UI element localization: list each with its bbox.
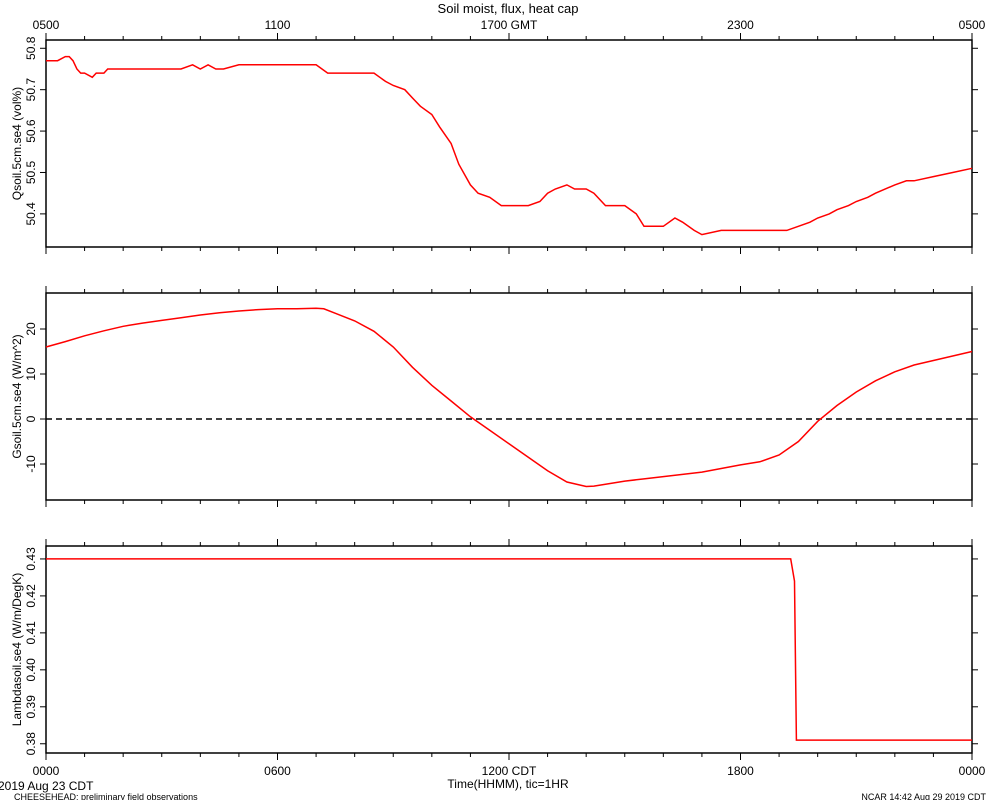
y-axis-label: Lambdasoil.se4 (W/m/DegK)	[10, 573, 24, 726]
y-tick-label: 0.40	[24, 658, 38, 682]
y-tick-label: 0.41	[24, 621, 38, 645]
bottom-tick-label: 1200 CDT	[482, 764, 537, 778]
top-tick-label: 1100	[265, 18, 291, 32]
top-tick-label: 0500	[33, 18, 60, 32]
footer-credit: NCAR 14:42 Aug 29 2019 CDT	[861, 792, 986, 800]
y-tick-label: 50.5	[24, 160, 38, 184]
plot-frame	[45, 292, 973, 501]
top-tick-label: 0500	[959, 18, 986, 32]
y-tick-label: -10	[24, 455, 38, 473]
series-line	[46, 558, 972, 741]
footer-project: CHEESEHEAD: preliminary field observatio…	[14, 792, 198, 800]
bottom-tick-label: 0000	[959, 764, 986, 778]
bottom-tick-label: 0600	[264, 764, 291, 778]
y-tick-label: 0.38	[24, 732, 38, 756]
bottom-axis-tick-labels: 0000 0600 1200 CDT 1800 0000	[33, 764, 986, 778]
y-tick-label: 50.7	[24, 78, 38, 102]
series-line	[45, 307, 973, 488]
panel-soil-moisture: 50.4 50.5 50.6 50.7 50.8 Qsoil.5cm.se4 (vol%)	[10, 33, 978, 254]
y-tick-label: 50.8	[24, 36, 38, 60]
y-tick-label: 20	[24, 322, 38, 336]
top-tick-label: 1700 GMT	[481, 18, 538, 32]
bottom-tick-label: 0000	[33, 764, 60, 778]
y-tick-label: 0.42	[24, 584, 38, 608]
chart-title: Soil moist, flux, heat cap	[438, 1, 579, 16]
plot-frame	[45, 545, 973, 754]
x-axis-label: Time(HHMM), tic=1HR	[447, 777, 569, 791]
y-tick-label: 50.4	[24, 202, 38, 226]
y-tick-label: 50.6	[24, 119, 38, 143]
plot-frame	[45, 39, 973, 248]
y-tick-label: 10	[24, 367, 38, 381]
y-tick-label: 0.39	[24, 695, 38, 719]
y-tick-label: 0.43	[24, 547, 38, 571]
top-axis-tick-labels: 0500 1100 1700 GMT 2300 0500	[33, 18, 986, 32]
top-tick-label: 2300	[727, 18, 754, 32]
y-axis-label: Gsoil.5cm.se4 (W/m^2)	[10, 334, 24, 458]
y-tick-label: 0	[24, 415, 38, 422]
footer-date: 2019 Aug 23 CDT	[0, 779, 94, 793]
y-axis-label: Qsoil.5cm.se4 (vol%)	[10, 87, 24, 200]
series-line	[46, 55, 973, 236]
bottom-tick-label: 1800	[727, 764, 754, 778]
